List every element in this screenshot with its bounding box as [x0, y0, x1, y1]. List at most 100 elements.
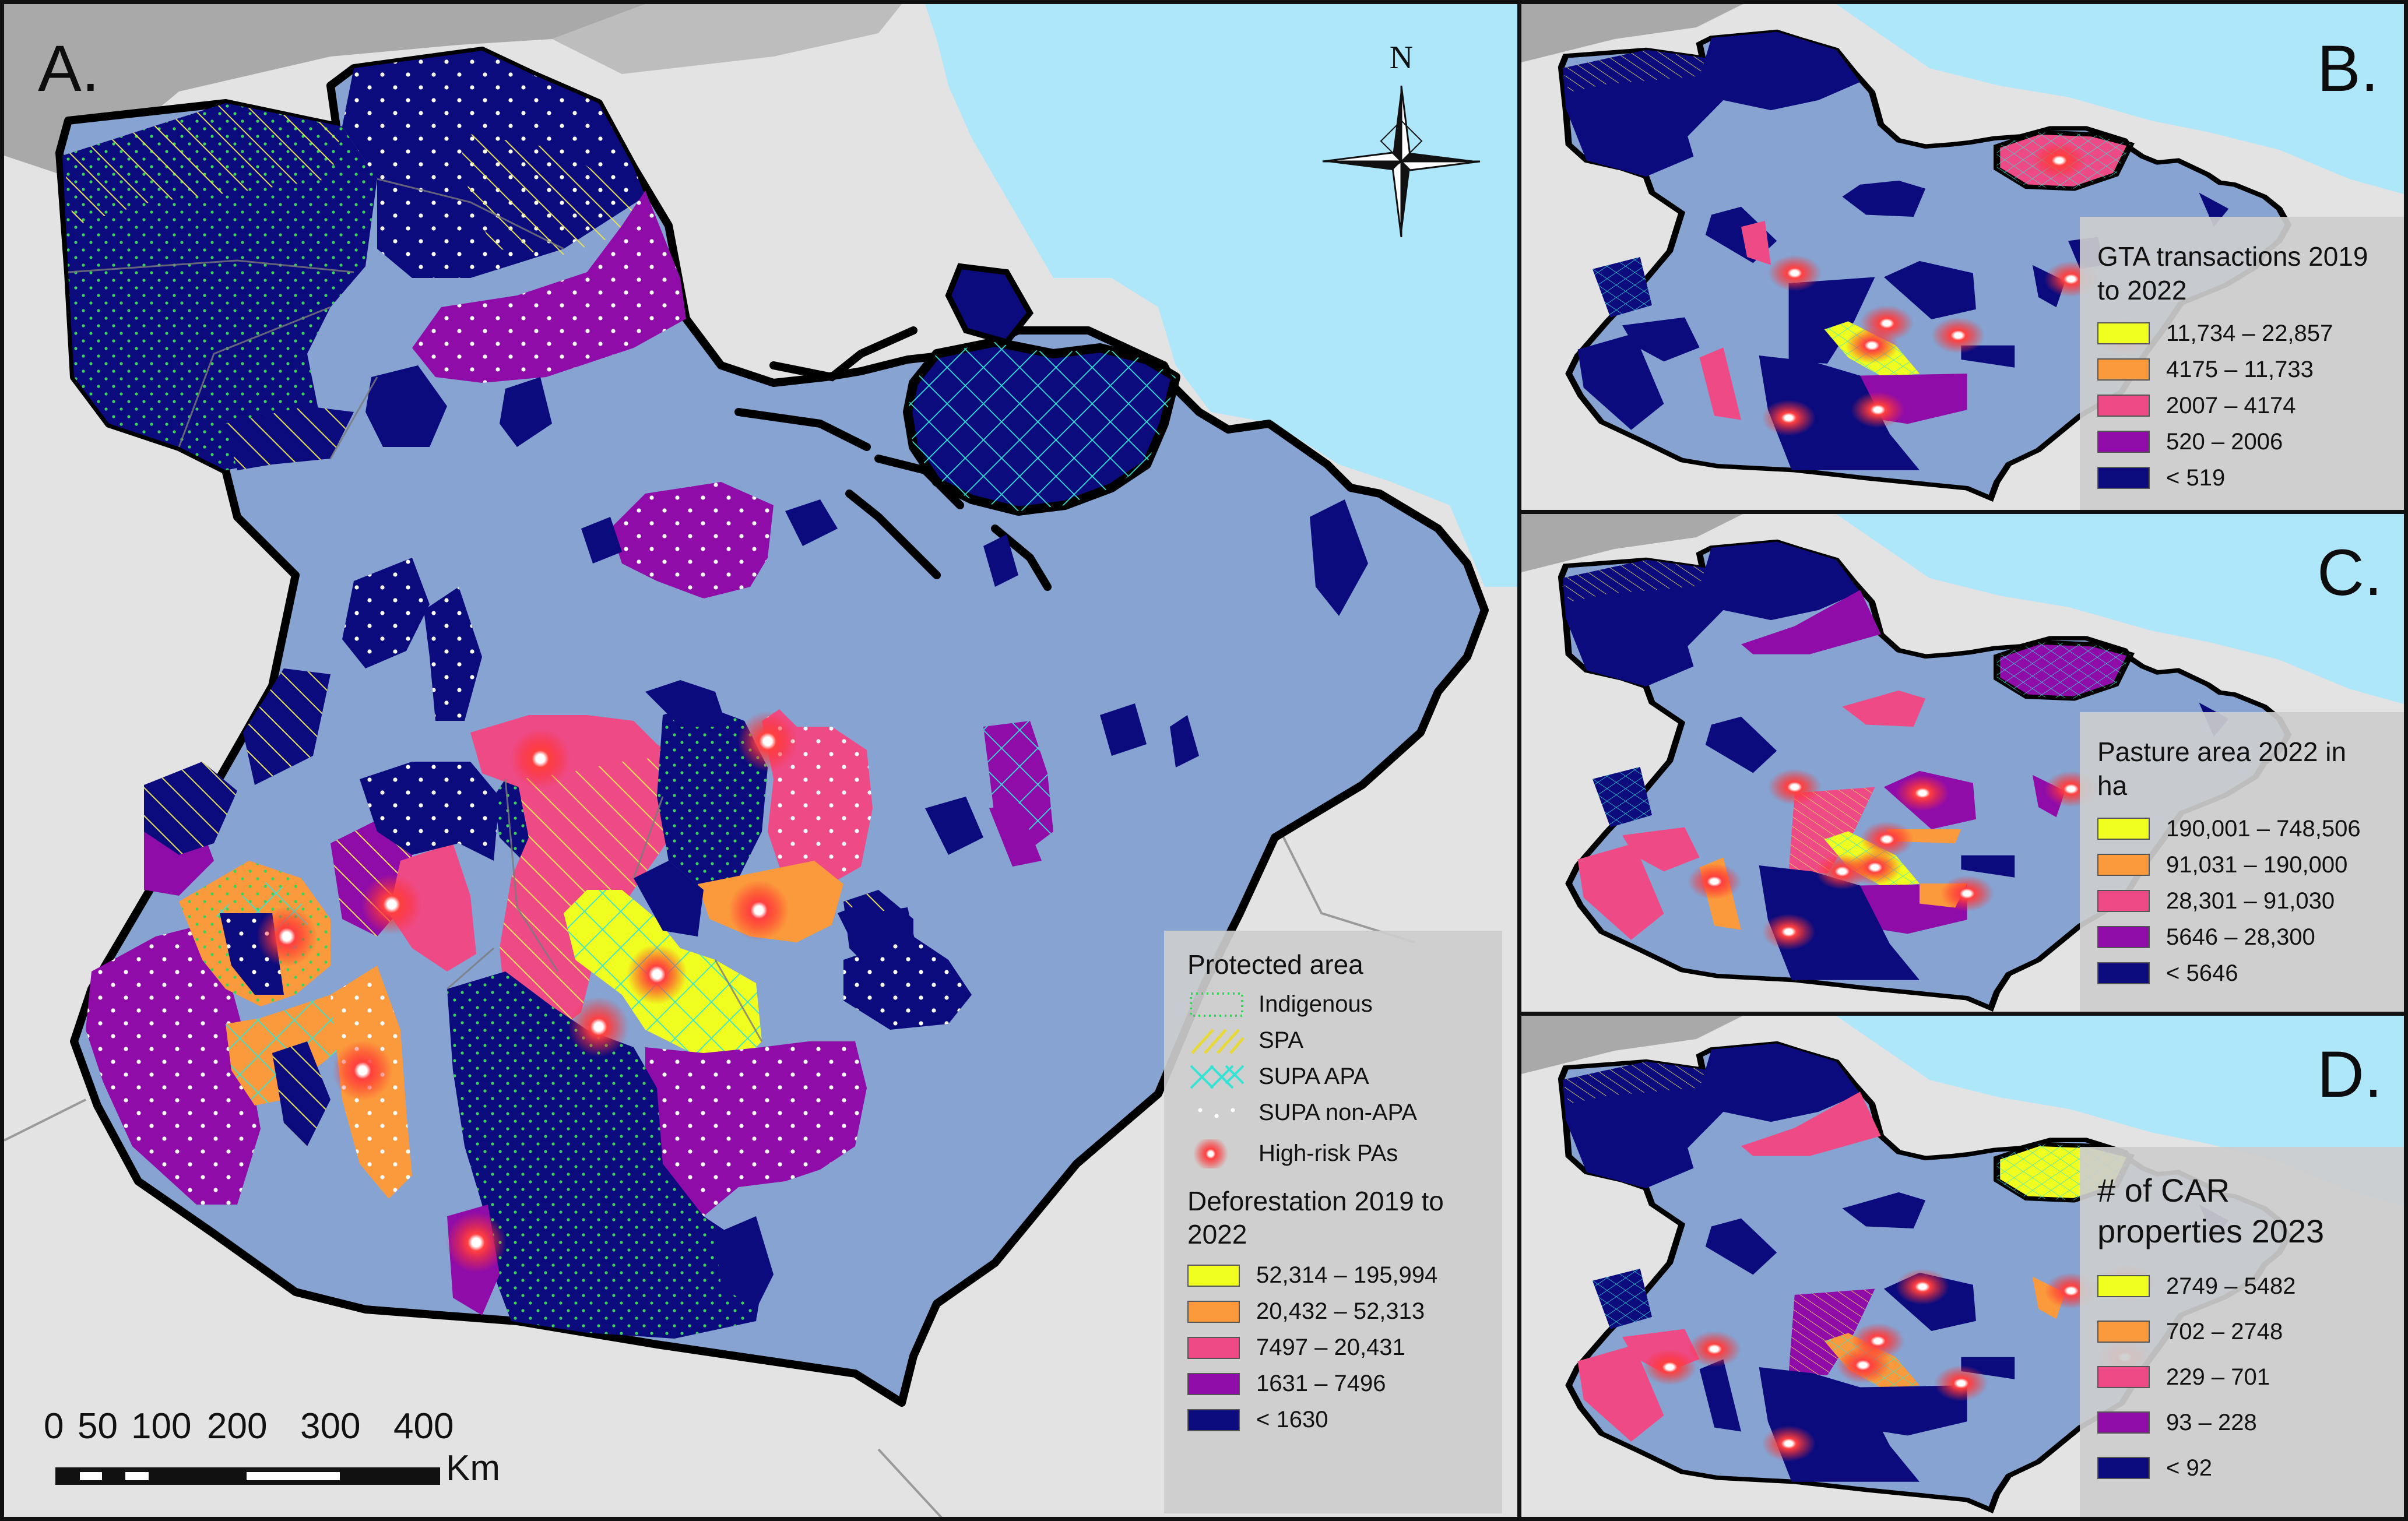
legend-c: Pasture area 2022 in ha 190,001 – 748,50… — [2080, 712, 2404, 1012]
pa-pink-west — [389, 843, 476, 971]
indigenous-symbol — [1190, 992, 1243, 1017]
pa-north-strip-spa — [226, 406, 354, 470]
car-label-2: 702 – 2748 — [2166, 1318, 2283, 1344]
pa-west-magenta-pat — [86, 925, 261, 1205]
high-risk-symbol — [1193, 1139, 1228, 1168]
gta-label-3: 2007 – 4174 — [2166, 392, 2296, 418]
legend-row-supa-apa: SUPA APA — [1187, 1059, 1485, 1095]
estuary-islands — [734, 326, 1052, 591]
legend-label-spa: SPA — [1259, 1027, 1304, 1053]
gta-class-5: < 519 — [2097, 460, 2395, 496]
car-swatch-4 — [2097, 1411, 2150, 1434]
scale-tick-100: 100 — [131, 1406, 192, 1446]
pa-dark-strip-west-spa — [272, 1041, 331, 1146]
panel-d: D. # of CAR properties 2023 2749 – 5482 … — [1517, 1012, 2408, 1521]
panel-c-label: C. — [2317, 536, 2382, 609]
legend-label-high-risk: High-risk PAs — [1259, 1140, 1398, 1166]
deforestation-label-3: 7497 – 20,431 — [1256, 1335, 1405, 1360]
pasture-class-2: 91,031 – 190,000 — [2097, 847, 2395, 883]
legend-row-spa: SPA — [1187, 1023, 1485, 1059]
scale-bar: 0 50 100 200 300 400 Km — [44, 1406, 510, 1499]
north-arrow: N — [1317, 39, 1486, 243]
pa-dark-east-2 — [925, 797, 983, 855]
pa-calha-small — [581, 517, 622, 564]
pa-small-east-2 — [1170, 715, 1199, 767]
car-swatch-5 — [2097, 1457, 2150, 1479]
gta-label-4: 520 – 2006 — [2166, 428, 2283, 455]
pasture-swatch-1 — [2097, 818, 2150, 840]
legend-d: # of CAR properties 2023 2749 – 5482 702… — [2080, 1147, 2404, 1517]
deforestation-class-1: 52,314 – 195,994 — [1187, 1258, 1485, 1294]
pasture-class-5: < 5646 — [2097, 955, 2395, 991]
protected-area-title: Protected area — [1187, 949, 1363, 980]
gta-title: GTA transactions 2019 to 2022 — [2097, 241, 2368, 305]
gta-class-3: 2007 – 4174 — [2097, 388, 2395, 424]
pa-dark-east-5-pat — [843, 936, 972, 1030]
pa-dark-west-block-pat — [360, 762, 500, 861]
pasture-swatch-2 — [2097, 854, 2150, 876]
map-a[interactable] — [4, 4, 1521, 1521]
gta-swatch-2 — [2097, 358, 2150, 381]
pa-dark-se-2 — [715, 1216, 774, 1309]
panel-a-label: A. — [38, 32, 100, 105]
panel-c: C. Pasture area 2022 in ha 190,001 – 748… — [1517, 510, 2408, 1016]
deforestation-label-1: 52,314 – 195,994 — [1256, 1262, 1438, 1288]
north-label: N — [1390, 40, 1413, 76]
pasture-swatch-3 — [2097, 890, 2150, 912]
pasture-class-1: 190,001 – 748,506 — [2097, 811, 2395, 847]
pasture-title: Pasture area 2022 in ha — [2097, 737, 2347, 801]
legend-label-supa-apa: SUPA APA — [1259, 1064, 1369, 1089]
scale-unit: Km — [446, 1448, 500, 1488]
gta-swatch-4 — [2097, 431, 2150, 453]
deforestation-class-5: < 1630 — [1187, 1402, 1485, 1438]
supa-apa-symbol — [1190, 1065, 1245, 1089]
pa-trombetas-2-pat — [424, 587, 482, 721]
supa-non-apa-symbol — [1198, 1108, 1235, 1118]
deforestation-swatch-1 — [1187, 1264, 1240, 1287]
deforestation-swatch-5 — [1187, 1409, 1240, 1431]
car-swatch-2 — [2097, 1321, 2150, 1343]
pa-north-small-2 — [500, 377, 552, 447]
car-swatch-1 — [2097, 1275, 2150, 1297]
deforestation-label-2: 20,432 – 52,313 — [1256, 1298, 1425, 1324]
pa-north-small-1 — [365, 365, 447, 447]
pa-north-magenta-pat — [412, 191, 686, 383]
pasture-label-3: 28,301 – 91,030 — [2166, 888, 2335, 914]
gta-swatch-3 — [2097, 395, 2150, 417]
gta-label-1: 11,734 – 22,857 — [2166, 320, 2333, 346]
pa-trombetas-pat — [342, 558, 430, 668]
scale-tick-400: 400 — [393, 1406, 454, 1446]
car-title: # of CAR properties 2023 — [2097, 1172, 2325, 1249]
scale-tick-300: 300 — [300, 1406, 361, 1446]
pasture-swatch-4 — [2097, 926, 2150, 948]
car-class-4: 93 – 228 — [2097, 1400, 2395, 1445]
pa-north-spa — [62, 103, 342, 226]
legend-label-indigenous: Indigenous — [1259, 991, 1373, 1017]
pa-east-dark-2 — [983, 534, 1018, 587]
pasture-class-4: 5646 – 28,300 — [2097, 919, 2395, 955]
gta-class-1: 11,734 – 22,857 — [2097, 315, 2395, 351]
legend-row-supa-non-apa: SUPA non-APA — [1187, 1095, 1485, 1131]
pa-north-east-spa — [459, 132, 645, 255]
scale-bar-graphic — [55, 1467, 440, 1485]
deforestation-label-4: 1631 – 7496 — [1256, 1371, 1386, 1396]
estuary-small-pa — [785, 499, 838, 546]
boundary-lines — [68, 178, 763, 1042]
car-label-1: 2749 – 5482 — [2166, 1273, 2296, 1299]
car-class-5: < 92 — [2097, 1445, 2395, 1491]
pa-east-dark-1 — [1310, 499, 1368, 616]
panel-a: A. N Protected area Indigenous — [0, 0, 1521, 1521]
car-label-5: < 92 — [2166, 1455, 2212, 1481]
deforestation-swatch-2 — [1187, 1300, 1240, 1323]
island-north-tip — [945, 263, 1034, 346]
legend-label-supa-non-apa: SUPA non-APA — [1259, 1100, 1417, 1125]
car-label-4: 93 – 228 — [2166, 1409, 2257, 1435]
pa-magenta-se-pat — [645, 1041, 867, 1216]
pasture-label-1: 190,001 – 748,506 — [2166, 815, 2361, 842]
pasture-label-2: 91,031 – 190,000 — [2166, 851, 2348, 878]
pasture-label-5: < 5646 — [2166, 960, 2238, 986]
gta-class-4: 520 – 2006 — [2097, 424, 2395, 460]
legend-b: GTA transactions 2019 to 2022 11,734 – 2… — [2080, 217, 2404, 510]
high-risk-markers — [256, 711, 798, 1273]
